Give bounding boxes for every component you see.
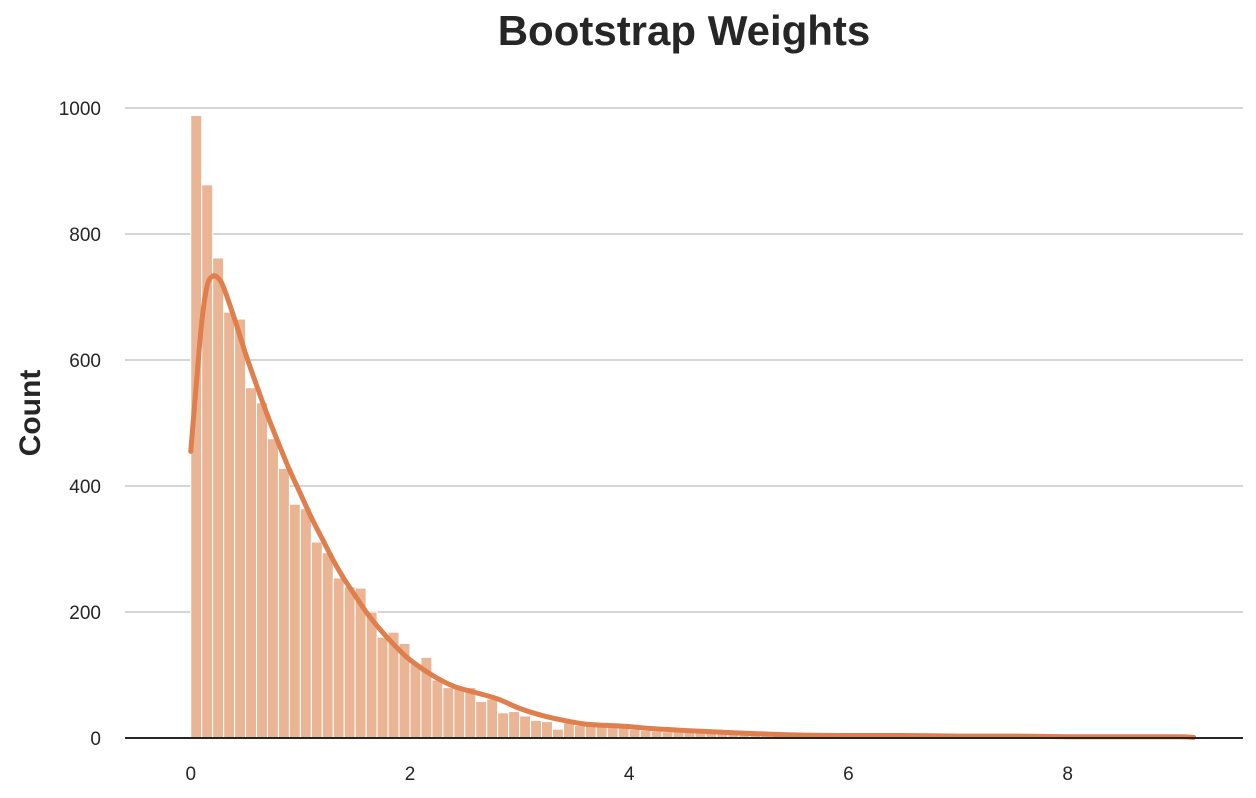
histogram-bar xyxy=(551,728,564,739)
histogram-bar xyxy=(541,721,553,739)
histogram-bar xyxy=(299,508,312,739)
x-tick-label: 6 xyxy=(843,764,854,785)
histogram-bar xyxy=(431,679,444,739)
y-tick-label: 0 xyxy=(90,729,101,750)
histogram-bar xyxy=(212,257,225,739)
histogram-bar xyxy=(201,184,214,739)
grid-lines xyxy=(125,107,1243,613)
histogram-bar xyxy=(486,698,499,739)
histogram-bar xyxy=(475,700,488,739)
kde-curve xyxy=(188,273,1197,740)
histogram-bar xyxy=(464,687,477,739)
histogram-bar xyxy=(321,552,334,739)
histogram-bar xyxy=(266,438,279,739)
histogram-bar xyxy=(245,387,258,739)
histogram-bar xyxy=(497,712,510,739)
y-tick-label: 200 xyxy=(69,603,101,624)
histogram-bar xyxy=(519,715,532,739)
histogram-bar xyxy=(234,318,247,739)
x-tick-labels: 0 2 4 6 8 xyxy=(185,764,1072,785)
y-tick-label: 1000 xyxy=(59,99,101,120)
histogram-bar xyxy=(595,726,608,739)
y-tick-label: 800 xyxy=(69,225,101,246)
histogram-bar xyxy=(376,636,389,739)
histogram-bar xyxy=(628,728,641,739)
histogram-bar xyxy=(288,503,301,739)
x-tick-label: 2 xyxy=(405,764,416,785)
x-tick-label: 4 xyxy=(624,764,635,785)
x-tick-label: 8 xyxy=(1062,764,1073,785)
y-tick-label: 600 xyxy=(69,351,101,372)
histogram-bar xyxy=(617,727,630,739)
histogram-bar xyxy=(530,719,543,739)
histogram-bar xyxy=(409,663,422,739)
histogram-bar xyxy=(650,730,663,739)
histogram-bar xyxy=(442,687,455,739)
histogram-bar xyxy=(453,688,466,739)
histogram-bar xyxy=(508,711,521,739)
histogram-bar xyxy=(310,541,323,739)
y-tick-labels: 0 200 400 600 800 1000 xyxy=(59,99,101,750)
histogram-bar xyxy=(573,724,586,739)
histogram-bar xyxy=(256,402,268,739)
kde-curve-group xyxy=(188,273,1197,740)
chart-title: Bootstrap Weights xyxy=(498,7,871,54)
histogram-bar xyxy=(562,722,575,739)
x-tick-label: 0 xyxy=(185,764,196,785)
histogram-bar xyxy=(365,611,378,739)
histogram-bar xyxy=(639,729,652,739)
histogram-bar xyxy=(343,586,356,739)
histogram-bars xyxy=(190,115,1200,739)
histogram-bar xyxy=(332,577,345,739)
histogram-bar xyxy=(277,467,290,739)
y-axis-label: Count xyxy=(14,370,47,457)
y-tick-label: 400 xyxy=(69,477,101,498)
histogram-bar xyxy=(223,311,236,739)
